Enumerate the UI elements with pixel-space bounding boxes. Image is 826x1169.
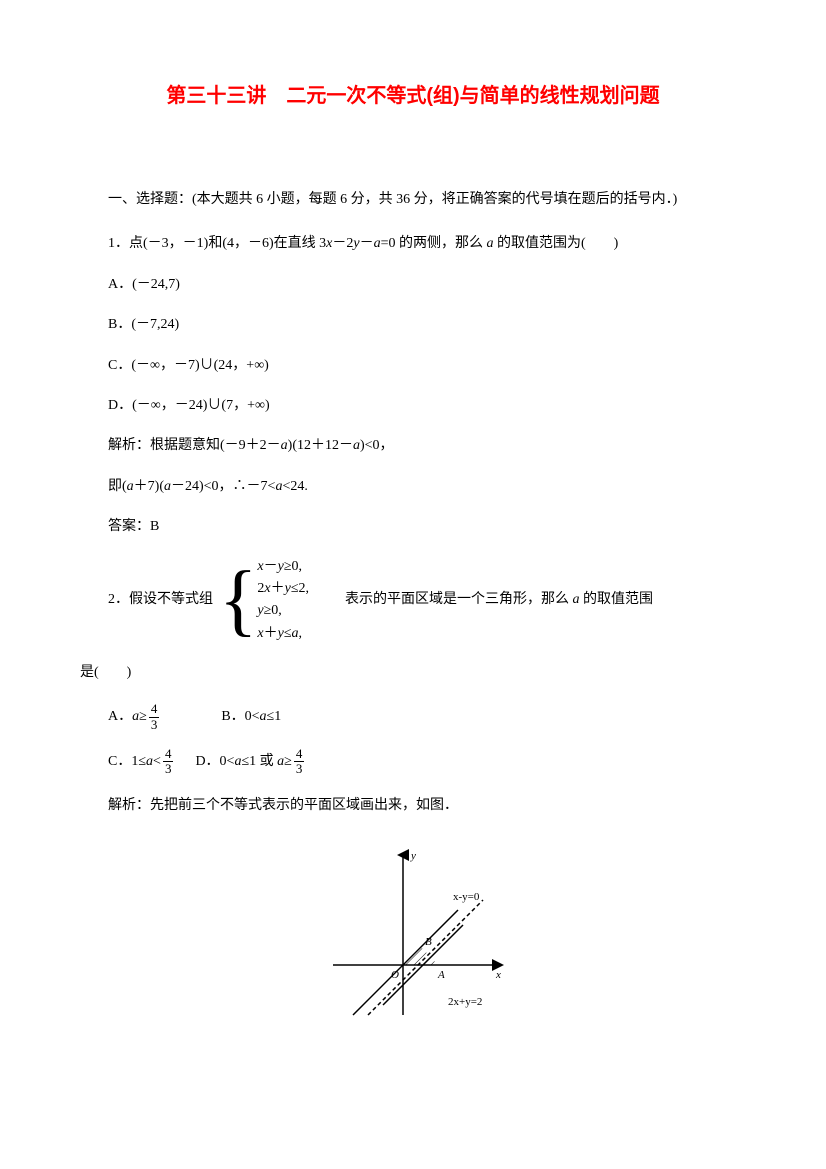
section-intro: 一、选择题：(本大题共 6 小题，每题 6 分，共 36 分，将正确答案的代号填… bbox=[80, 182, 746, 218]
frac-num: 4 bbox=[163, 747, 174, 762]
q1-answer: 答案：B bbox=[80, 509, 746, 545]
q2-prefix: 2．假设不等式组 bbox=[108, 582, 213, 618]
pointB-label: B bbox=[425, 936, 432, 948]
q1-solution2: 即(a＋7)(a－24)<0，∴－7<a<24. bbox=[80, 469, 746, 505]
q1-optD: D．(－∞，－24)∪(7，+∞) bbox=[80, 388, 746, 424]
q2-optB: B．0<a≤1 bbox=[221, 699, 281, 735]
frac-icon: 43 bbox=[294, 747, 305, 777]
q1-optC: C．(－∞，－7)∪(24，+∞) bbox=[80, 348, 746, 384]
q2-suffix: 表示的平面区域是一个三角形，那么 a 的取值范围 bbox=[345, 582, 653, 618]
sys-line3: y≥0, bbox=[257, 600, 309, 622]
q1-optA: A．(－24,7) bbox=[80, 267, 746, 303]
system-lines: x－y≥0, 2x＋y≤2, y≥0, x＋y≤a, bbox=[257, 556, 309, 646]
q2-optA-pre: A．a≥ bbox=[108, 709, 147, 724]
y-label: y bbox=[410, 850, 416, 862]
graph-container: y x O A B x-y=0 2x+y=2 bbox=[80, 845, 746, 1040]
q1-sol1-text: 解析：根据题意知(－9＋2－a)(12＋12－a)<0， bbox=[108, 438, 394, 453]
q1-solution1: 解析：根据题意知(－9＋2－a)(12＋12－a)<0， bbox=[80, 428, 746, 464]
line-xy0 bbox=[353, 910, 458, 1015]
q2-optD-pre: D．0<a≤1 或 a≥ bbox=[195, 754, 291, 769]
frac-den: 3 bbox=[163, 762, 174, 776]
line-label-xy0: x-y=0 bbox=[453, 891, 480, 903]
q1-text: 1．点(－3，－1)和(4，－6)在直线 3x－2y－a=0 的两侧，那么 a … bbox=[80, 226, 746, 262]
region-graph: y x O A B x-y=0 2x+y=2 bbox=[313, 845, 513, 1025]
x-label: x bbox=[495, 969, 501, 981]
line-label-2xy2: 2x+y=2 bbox=[448, 996, 482, 1008]
q2-options-row2: C．1≤a<43 D．0<a≤1 或 a≥43 bbox=[108, 744, 746, 780]
origin-label: O bbox=[391, 969, 399, 981]
q2-optC-pre: C．1≤a< bbox=[108, 754, 161, 769]
sys-line4: x＋y≤a, bbox=[257, 623, 309, 645]
q1-optB: B．(－7,24) bbox=[80, 307, 746, 343]
frac-icon: 43 bbox=[163, 747, 174, 777]
q1-sol2-text: 即(a＋7)(a－24)<0，∴－7<a<24. bbox=[108, 479, 308, 494]
q2-optD: D．0<a≤1 或 a≥43 bbox=[195, 744, 306, 780]
q2-tail: 是( ) bbox=[80, 655, 746, 691]
inequality-system: { x－y≥0, 2x＋y≤2, y≥0, x＋y≤a, bbox=[219, 556, 309, 646]
frac-den: 3 bbox=[294, 762, 305, 776]
frac-num: 4 bbox=[149, 702, 160, 717]
frac-num: 4 bbox=[294, 747, 305, 762]
sys-line1: x－y≥0, bbox=[257, 556, 309, 578]
pointA-label: A bbox=[437, 969, 445, 981]
q2-row: 2．假设不等式组 { x－y≥0, 2x＋y≤2, y≥0, x＋y≤a, 表示… bbox=[108, 556, 746, 646]
q2-optA: A．a≥43 bbox=[108, 699, 161, 735]
q2-optB-text: B．0<a≤1 bbox=[221, 709, 281, 724]
brace-icon: { bbox=[219, 560, 257, 640]
page-title: 第三十三讲 二元一次不等式(组)与简单的线性规划问题 bbox=[80, 70, 746, 122]
frac-icon: 43 bbox=[149, 702, 160, 732]
q1-stem: 1．点(－3，－1)和(4，－6)在直线 3x－2y－a=0 的两侧，那么 a … bbox=[108, 236, 618, 251]
q2-optC: C．1≤a<43 bbox=[108, 744, 175, 780]
frac-den: 3 bbox=[149, 718, 160, 732]
q2-options-row1: A．a≥43 B．0<a≤1 bbox=[108, 699, 746, 735]
q2-solution: 解析：先把前三个不等式表示的平面区域画出来，如图． bbox=[80, 788, 746, 824]
sys-line2: 2x＋y≤2, bbox=[257, 578, 309, 600]
